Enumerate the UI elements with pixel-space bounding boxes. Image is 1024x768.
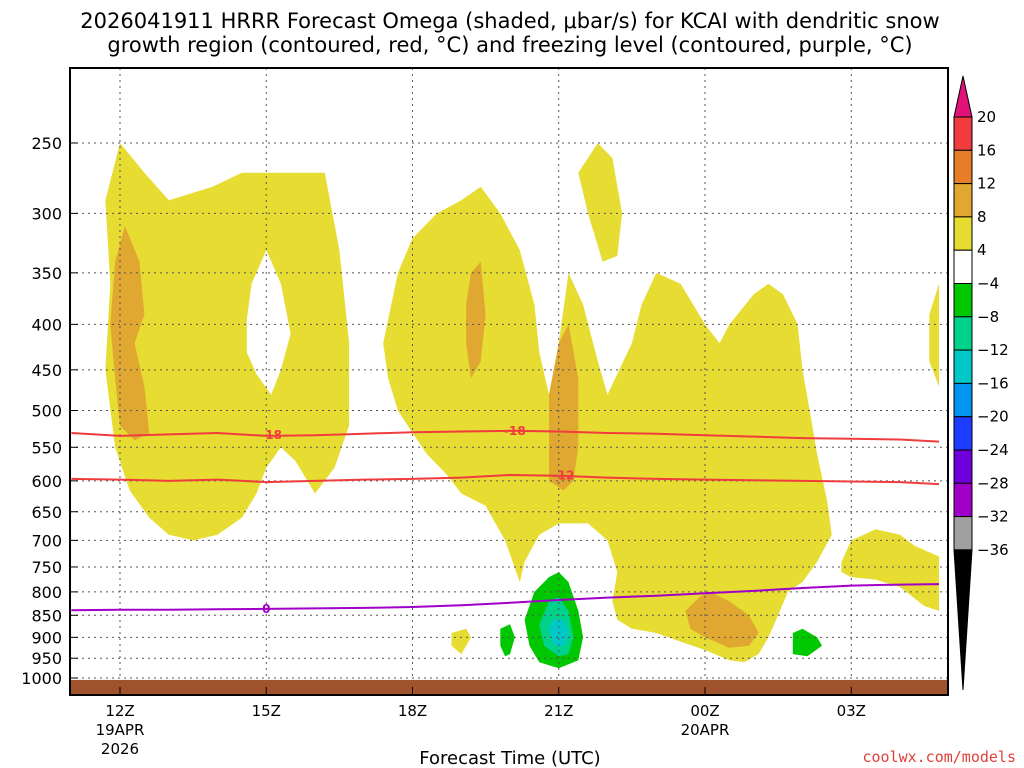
chart-title-line1: 2026041911 HRRR Forecast Omega (shaded, … bbox=[80, 9, 939, 33]
colorbar-swatch-6 bbox=[953, 316, 973, 351]
omega-region-1 bbox=[246, 250, 291, 395]
colorbar-swatch-8 bbox=[953, 382, 973, 418]
ytick-label-350: 350 bbox=[31, 264, 62, 283]
xtick-date-12Z: 19APR bbox=[96, 721, 145, 739]
ytick-label-950: 950 bbox=[31, 649, 62, 668]
ytick-label-650: 650 bbox=[31, 503, 62, 522]
colorbar-swatch-4 bbox=[953, 249, 973, 284]
ytick-label-1000: 1000 bbox=[21, 669, 62, 688]
colorbar-swatch-9 bbox=[953, 416, 973, 451]
omega-region-15 bbox=[792, 628, 822, 657]
xtick-label-03Z: 03Z bbox=[837, 702, 866, 720]
omega-region-8 bbox=[466, 261, 486, 379]
ytick-label-550: 550 bbox=[31, 438, 62, 457]
colorbar-swatch-3 bbox=[953, 216, 973, 251]
omega-region-10 bbox=[685, 591, 759, 648]
xtick-year-12Z: 2026 bbox=[101, 740, 139, 758]
ytick-label-450: 450 bbox=[31, 361, 62, 380]
omega-region-6 bbox=[451, 628, 471, 655]
omega-region-4 bbox=[841, 529, 939, 611]
contour-dgz-minus18 bbox=[71, 429, 940, 443]
omega-region-5 bbox=[929, 283, 939, 387]
colorbar-bottom-arrow bbox=[953, 549, 973, 691]
contour-label-dgz-minus18-1: -18 bbox=[504, 424, 526, 438]
colorbar-swatch-0 bbox=[953, 116, 973, 151]
contour-dgz-minus12 bbox=[71, 473, 940, 486]
colorbar-label-5: −4 bbox=[977, 275, 999, 293]
omega-region-9 bbox=[549, 324, 579, 491]
colorbar-label-3: 8 bbox=[977, 208, 987, 226]
contour-label-freezing-level-0: 0 bbox=[262, 602, 270, 616]
xtick-date-00Z: 20APR bbox=[681, 721, 730, 739]
xtick-label-00Z: 00Z bbox=[690, 702, 719, 720]
colorbar-swatch-7 bbox=[953, 349, 973, 384]
contour-label-dgz-minus18-0: -18 bbox=[260, 428, 282, 442]
xtick-label-15Z: 15Z bbox=[252, 702, 281, 720]
ytick-label-300: 300 bbox=[31, 204, 62, 223]
colorbar-label-1: 16 bbox=[977, 141, 996, 159]
omega-region-2 bbox=[383, 186, 832, 663]
omega-region-3 bbox=[578, 143, 623, 262]
omega-region-14 bbox=[500, 624, 515, 657]
plot-grid bbox=[70, 68, 948, 695]
colorbar-top-arrow bbox=[953, 75, 973, 118]
colorbar-label-8: −16 bbox=[977, 374, 1009, 392]
ytick-label-900: 900 bbox=[31, 628, 62, 647]
colorbar-label-13: −36 bbox=[977, 541, 1009, 559]
colorbar-label-6: −8 bbox=[977, 308, 999, 326]
plot-frame bbox=[69, 67, 949, 696]
ytick-label-750: 750 bbox=[31, 558, 62, 577]
ytick-label-400: 400 bbox=[31, 315, 62, 334]
chart-title-line2: growth region (contoured, red, °C) and f… bbox=[107, 33, 912, 57]
colorbar-label-12: −32 bbox=[977, 508, 1009, 526]
colorbar-swatch-5 bbox=[953, 283, 973, 318]
contour-label-dgz-minus12-0: -12 bbox=[553, 469, 575, 483]
pressure-axis: 250 300 350 400 450 500 550 600 650 700 750 800 850 9… bbox=[21, 134, 78, 688]
xtick-label-12Z: 12Z bbox=[105, 702, 134, 720]
colorbar-label-0: 20 bbox=[977, 108, 996, 126]
ytick-label-600: 600 bbox=[31, 472, 62, 491]
xtick-label-21Z: 21Z bbox=[544, 702, 573, 720]
colorbar-label-9: −20 bbox=[977, 408, 1009, 426]
colorbar-label-11: −28 bbox=[977, 474, 1009, 492]
xtick-label-18Z: 18Z bbox=[398, 702, 427, 720]
ytick-label-700: 700 bbox=[31, 531, 62, 550]
contour-freezing-level bbox=[71, 583, 940, 612]
colorbar-swatch-11 bbox=[953, 482, 973, 518]
colorbar-swatch-10 bbox=[953, 449, 973, 484]
temperature-contours: -18 -18 -12 0 bbox=[71, 424, 940, 616]
omega-colorbar: 20 16 12 8 4 −4 −8 −12 −16 −20 −24 −28 −32 −36 bbox=[953, 75, 1009, 691]
x-axis-label: Forecast Time (UTC) bbox=[419, 748, 600, 768]
colorbar-label-2: 12 bbox=[977, 175, 996, 193]
colorbar-swatch-1 bbox=[953, 149, 973, 185]
ytick-label-500: 500 bbox=[31, 402, 62, 421]
omega-region-0 bbox=[105, 143, 350, 541]
surface-ground bbox=[70, 679, 948, 695]
colorbar-swatch-12 bbox=[953, 516, 973, 551]
colorbar-label-7: −12 bbox=[977, 341, 1009, 359]
ytick-label-800: 800 bbox=[31, 583, 62, 602]
ytick-label-850: 850 bbox=[31, 606, 62, 625]
colorbar-label-4: 4 bbox=[977, 241, 987, 259]
credit-text: coolwx.com/models bbox=[862, 748, 1016, 766]
colorbar-swatch-2 bbox=[953, 183, 973, 218]
ytick-label-250: 250 bbox=[31, 134, 62, 153]
colorbar-label-10: −24 bbox=[977, 441, 1009, 459]
